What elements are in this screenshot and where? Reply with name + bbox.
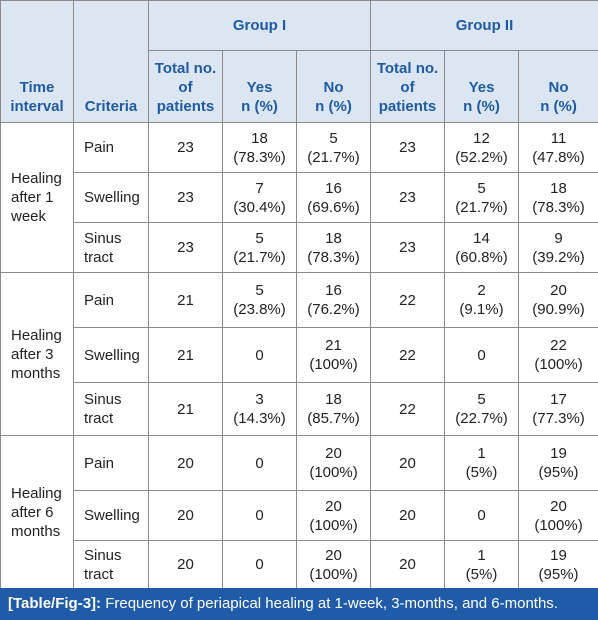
value-cell: 0 (222, 540, 297, 589)
criteria-cell: Sinus tract (73, 382, 149, 436)
value-cell: 22 (100%) (518, 327, 598, 383)
value-cell: 22 (370, 272, 446, 328)
criteria-cell: Pain (73, 435, 149, 491)
value-cell: 5 (23.8%) (222, 272, 297, 328)
body-row: Healing after 1 week Pain 23 18 (78.3%) 5 (2… (0, 122, 598, 273)
value-cell: 20 (148, 435, 223, 491)
value-cell: 0 (222, 327, 297, 383)
value-cell: 20 (370, 540, 446, 589)
value-cell: 23 (148, 122, 223, 173)
criteria-cell: Swelling (73, 327, 149, 383)
column-header: Yes n (%) (444, 50, 520, 123)
value-cell: 23 (148, 222, 223, 273)
value-cell: 18 (78.3%) (295, 222, 372, 273)
header-row: Total no. of patients Yes n (%) No n (%) To… (1, 50, 598, 123)
body-row: Swelling 21 0 21 (100%) 22 0 22 (100%) (1, 327, 598, 383)
value-cell: 21 (148, 272, 223, 328)
caption: [Table/Fig-3]: Frequency of periapical h… (0, 588, 598, 620)
value-cell: 19 (95%) (518, 435, 598, 491)
body-row: Swelling 20 0 20 (100%) 20 0 20 (100%) (1, 490, 598, 541)
group-header: Group II (370, 0, 598, 51)
value-cell: 23 (370, 222, 446, 273)
value-cell: 12 (52.2%) (444, 122, 520, 173)
value-cell: 16 (76.2%) (295, 272, 372, 328)
column-header: No n (%) (518, 50, 598, 123)
header-row: Time interval Criteria Group I Group II (0, 0, 598, 123)
criteria-cell: Pain (73, 122, 149, 173)
column-header: No n (%) (295, 50, 372, 123)
value-cell: 20 (100%) (518, 490, 598, 541)
value-cell: 20 (148, 490, 223, 541)
body-row: Healing after 6 months Pain 20 0 20 (100%) 20… (0, 435, 598, 589)
value-cell: 20 (100%) (295, 490, 372, 541)
value-cell: 20 (100%) (295, 435, 372, 491)
header-cell: Time interval (0, 0, 74, 123)
value-cell: 9 (39.2%) (518, 222, 598, 273)
value-cell: 20 (100%) (295, 540, 372, 589)
value-cell: 2 (9.1%) (444, 272, 520, 328)
criteria-cell: Swelling (73, 172, 149, 223)
value-cell: 21 (148, 382, 223, 436)
criteria-cell: Pain (73, 272, 149, 328)
results-table: Time interval Criteria Group I Group II … (0, 0, 598, 589)
value-cell: 3 (14.3%) (222, 382, 297, 436)
value-cell: 20 (148, 540, 223, 589)
header-cell: Criteria (73, 0, 149, 123)
value-cell: 0 (222, 490, 297, 541)
column-header: Total no. of patients (148, 50, 223, 123)
criteria-cell: Sinus tract (73, 222, 149, 273)
body-row: Sinus tract 21 3 (14.3%) 18 (85.7%) 22 5 (22.… (1, 382, 598, 436)
value-cell: 7 (30.4%) (222, 172, 297, 223)
body-row: Swelling 23 7 (30.4%) 16 (69.6%) 23 5 (21.7%)… (1, 172, 598, 223)
value-cell: 1 (5%) (444, 435, 520, 491)
criteria-cell: Sinus tract (73, 540, 149, 589)
value-cell: 20 (90.9%) (518, 272, 598, 328)
value-cell: 22 (370, 327, 446, 383)
value-cell: 5 (22.7%) (444, 382, 520, 436)
caption-text: Frequency of periapical healing at 1-wee… (105, 595, 558, 612)
body-row: Sinus tract 23 5 (21.7%) 18 (78.3%) 23 14 (60… (1, 222, 598, 273)
value-cell: 16 (69.6%) (295, 172, 372, 223)
value-cell: 21 (148, 327, 223, 383)
value-cell: 20 (370, 490, 446, 541)
value-cell: 18 (85.7%) (295, 382, 372, 436)
value-cell: 20 (370, 435, 446, 491)
value-cell: 5 (21.7%) (222, 222, 297, 273)
value-cell: 1 (5%) (444, 540, 520, 589)
value-cell: 14 (60.8%) (444, 222, 520, 273)
caption-label: [Table/Fig-3]: (8, 595, 102, 612)
value-cell: 18 (78.3%) (222, 122, 297, 173)
value-cell: 22 (370, 382, 446, 436)
value-cell: 11 (47.8%) (518, 122, 598, 173)
criteria-cell: Swelling (73, 490, 149, 541)
value-cell: 23 (370, 172, 446, 223)
body-row: Sinus tract 20 0 20 (100%) 20 1 (5%) 19 (95%) (1, 540, 598, 589)
value-cell: 18 (78.3%) (518, 172, 598, 223)
value-cell: 19 (95%) (518, 540, 598, 589)
value-cell: 23 (370, 122, 446, 173)
interval-cell: Healing after 6 months (0, 435, 74, 589)
value-cell: 5 (21.7%) (295, 122, 372, 173)
value-cell: 17 (77.3%) (518, 382, 598, 436)
column-header: Yes n (%) (222, 50, 297, 123)
value-cell: 0 (444, 490, 520, 541)
interval-cell: Healing after 3 months (0, 272, 74, 436)
value-cell: 0 (444, 327, 520, 383)
value-cell: 21 (100%) (295, 327, 372, 383)
body-row: Healing after 3 months Pain 21 5 (23.8%) 16 … (0, 272, 598, 436)
value-cell: 0 (222, 435, 297, 491)
value-cell: 23 (148, 172, 223, 223)
interval-cell: Healing after 1 week (0, 122, 74, 273)
group-header: Group I (147, 0, 372, 51)
value-cell: 5 (21.7%) (444, 172, 520, 223)
column-header: Total no. of patients (370, 50, 446, 123)
